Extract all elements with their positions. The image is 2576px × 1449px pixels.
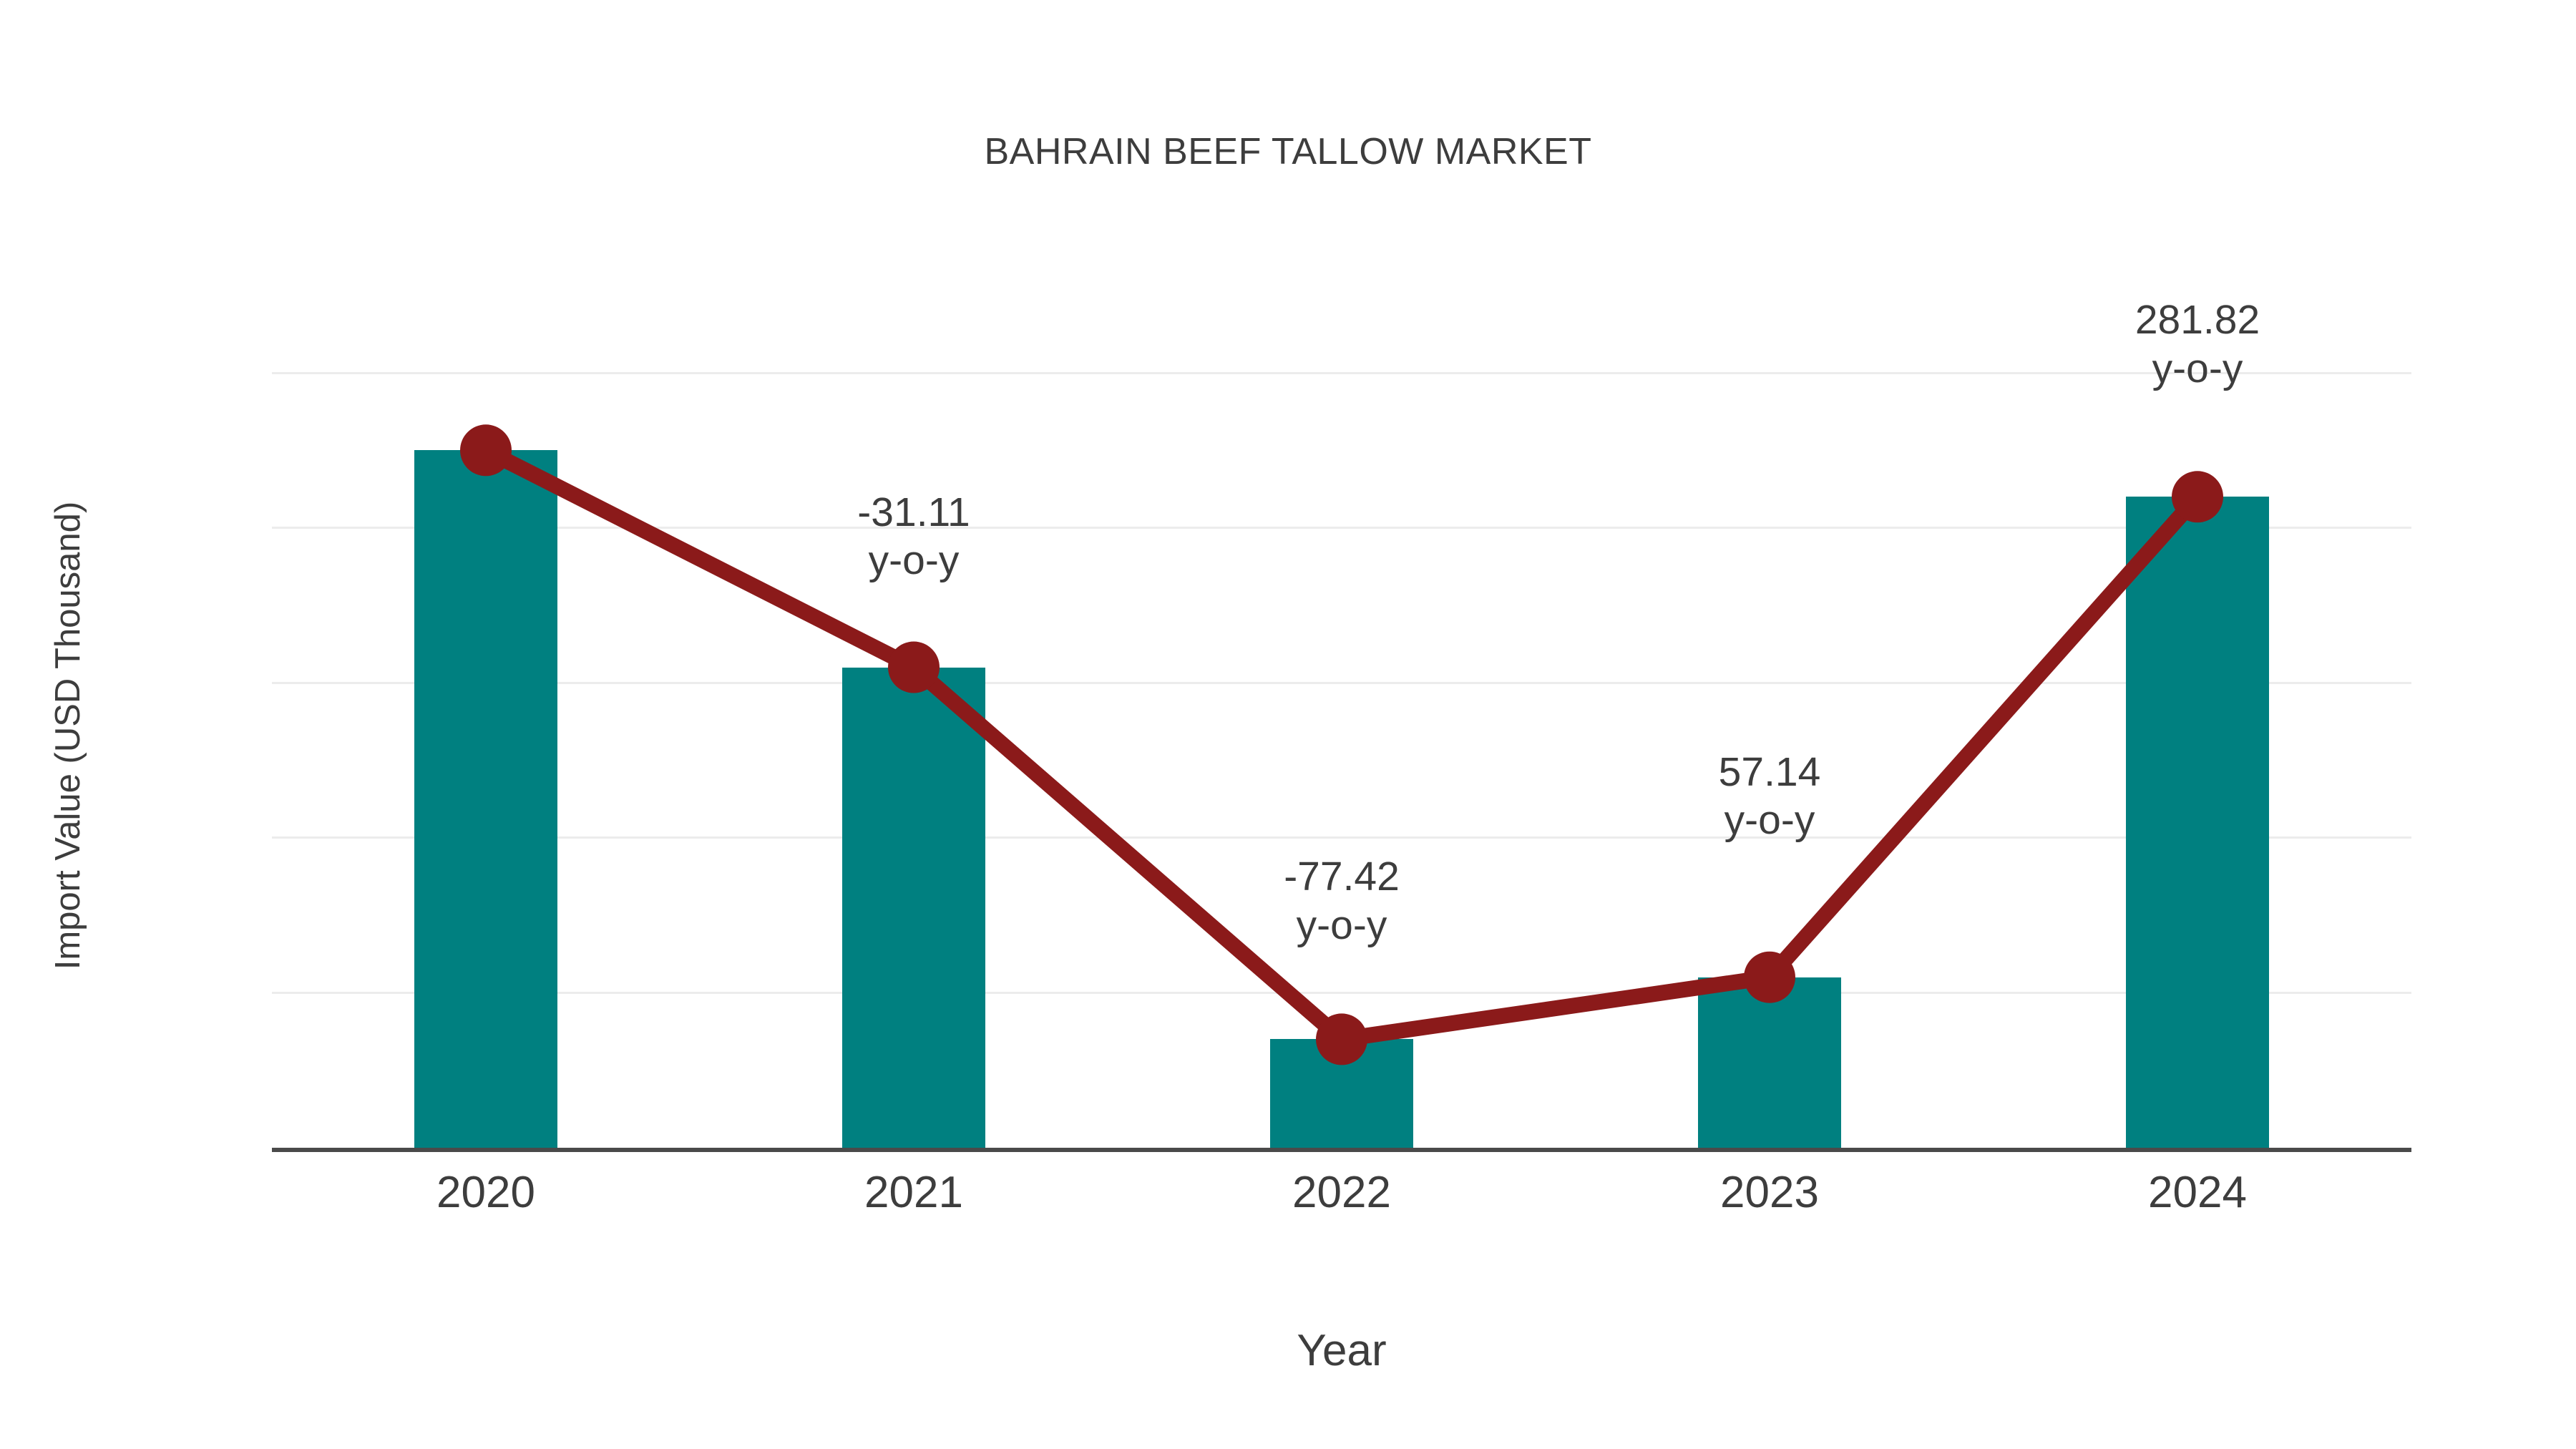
x-axis-tick-label-2023: 2023 <box>1720 1168 1819 1217</box>
x-axis-tick-label-2021: 2021 <box>864 1168 963 1217</box>
gridline <box>272 836 2411 839</box>
yoy-label: y-o-y <box>1724 796 1815 843</box>
yoy-annotation-2024: 281.82 y-o-y <box>2135 296 2260 393</box>
gridline <box>272 681 2411 684</box>
yoy-label: y-o-y <box>1296 902 1387 948</box>
yoy-label: y-o-y <box>2152 345 2243 391</box>
yoy-annotation-2022: -77.42 y-o-y <box>1284 853 1400 950</box>
yoy-value: 281.82 <box>2135 297 2260 343</box>
bar-2020[interactable] <box>414 450 557 1148</box>
x-axis-line <box>272 1148 2411 1152</box>
x-axis-title: Year <box>1297 1326 1387 1375</box>
bar-2024[interactable] <box>2126 497 2269 1148</box>
gridline <box>272 991 2411 994</box>
yoy-value: -77.42 <box>1284 854 1400 900</box>
yoy-value: -31.11 <box>857 489 970 535</box>
line-series <box>460 424 2223 1065</box>
y-axis-title: Import Value (USD Thousand) <box>49 501 87 970</box>
yoy-label: y-o-y <box>868 537 960 583</box>
bar-2023[interactable] <box>1698 977 1841 1148</box>
trend-line <box>478 442 2205 1048</box>
gridline <box>272 527 2411 530</box>
x-axis-tick-label-2020: 2020 <box>436 1168 535 1217</box>
bar-2022[interactable] <box>1270 1039 1413 1148</box>
x-axis-tick-label-2024: 2024 <box>2148 1168 2247 1217</box>
page-title: BAHRAIN BEEF TALLOW MARKET <box>984 131 1592 172</box>
yoy-value: 57.14 <box>1718 748 1821 795</box>
gridline <box>272 371 2411 374</box>
yoy-annotation-2021: -31.11 y-o-y <box>857 489 970 585</box>
x-axis-tick-label-2022: 2022 <box>1292 1168 1391 1217</box>
bar-2021[interactable] <box>842 667 985 1148</box>
yoy-annotation-2023: 57.14 y-o-y <box>1719 748 1821 845</box>
